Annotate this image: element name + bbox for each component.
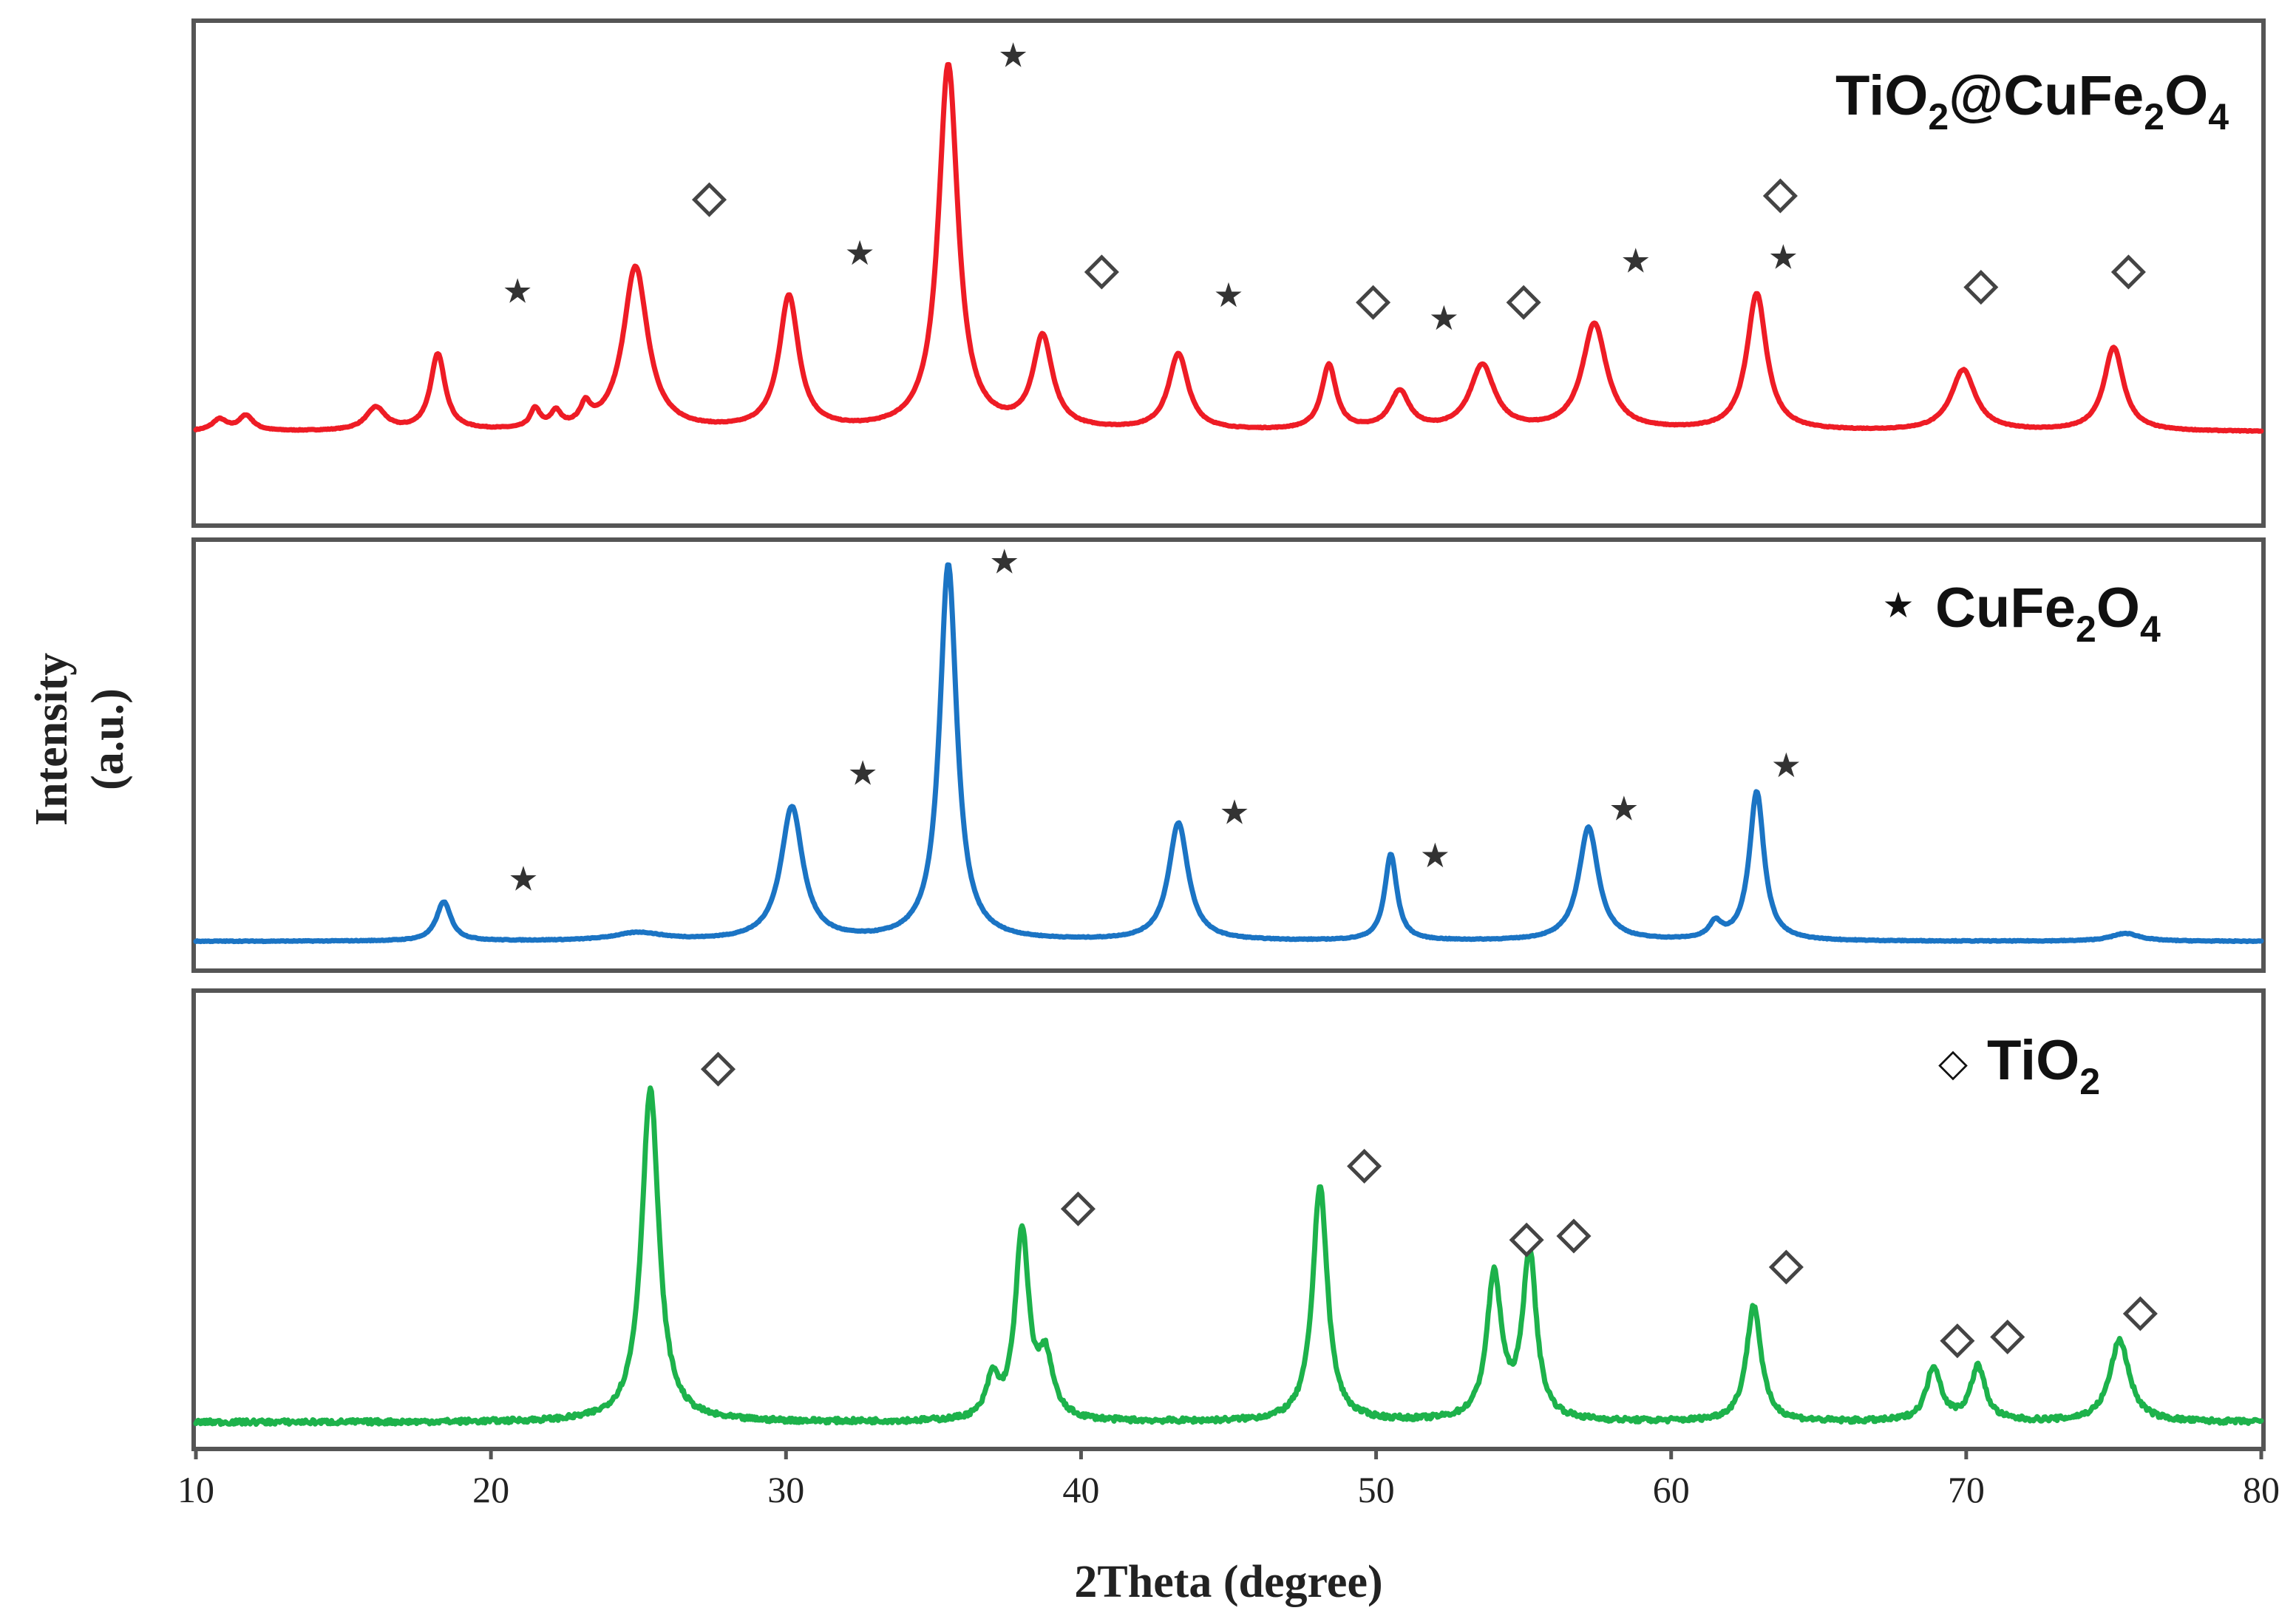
x-tick-label: 10	[177, 1469, 214, 1510]
diamond-marker	[1556, 1218, 1592, 1254]
x-tick-label: 50	[1358, 1469, 1395, 1510]
star-marker: ★	[989, 541, 1019, 581]
x-axis-title: 2Theta (degree)	[1074, 1557, 1382, 1607]
y-axis-title-line1: Intensity	[27, 653, 77, 826]
diamond-marker	[2110, 254, 2146, 290]
panel-frame-cufe2o4	[191, 537, 2266, 973]
series-line-cufe2o4	[193, 562, 2264, 945]
star-marker: ★	[508, 859, 538, 899]
star-marker: ★	[1213, 275, 1243, 315]
diamond-marker	[1347, 1148, 1382, 1184]
star-marker: ★	[1609, 788, 1639, 828]
star-marker: ★	[1219, 792, 1249, 832]
x-tick-label: 60	[1653, 1469, 1690, 1510]
legend-star-symbol: ★	[1882, 586, 1914, 625]
diamond-marker	[1084, 254, 1119, 290]
diamond-marker	[1506, 285, 1541, 320]
x-tick-label: 20	[472, 1469, 509, 1510]
series-line-tio2	[193, 1085, 2264, 1428]
legend-star-label: CuFe2O4	[1935, 577, 2161, 650]
x-tick-label: 80	[2243, 1469, 2280, 1510]
legend-diamond-symbol: ◇	[1938, 1042, 1968, 1085]
diamond-marker	[1768, 1249, 1804, 1285]
panel-frame-composite	[191, 18, 2266, 528]
diamond-marker	[1762, 178, 1798, 214]
diamond-marker	[1940, 1323, 1975, 1359]
diamond-marker	[1060, 1191, 1096, 1226]
diamond-marker	[1990, 1319, 2025, 1355]
panel-frame-tio2	[191, 988, 2266, 1451]
y-axis-title: Intensity (a.u.)	[27, 653, 133, 826]
star-marker: ★	[844, 233, 874, 273]
star-marker: ★	[1429, 298, 1459, 338]
legend-diamond-label: TiO2	[1987, 1029, 2100, 1102]
diamond-marker	[2122, 1296, 2158, 1331]
diamond-marker	[691, 182, 727, 217]
x-tick-label: 40	[1062, 1469, 1099, 1510]
phase-markers: ★ ★ ★ ★ ★ ★ ★ ★ ★ ★ ★ ★ ★ ★	[502, 35, 2158, 1359]
y-axis-title-line2: (a.u.)	[83, 688, 133, 790]
star-marker: ★	[998, 35, 1028, 75]
star-marker: ★	[847, 753, 877, 793]
series-line-tio2-cufe2o4	[193, 61, 2264, 434]
star-marker: ★	[1771, 745, 1801, 785]
x-axis: 10 20 30 40 50 60 70 80	[177, 1449, 2280, 1510]
x-tick-label: 70	[1948, 1469, 1985, 1510]
x-tick-label: 30	[767, 1469, 804, 1510]
star-marker: ★	[1768, 237, 1799, 276]
diamond-marker	[700, 1051, 736, 1087]
diamond-marker	[1963, 270, 1999, 305]
star-marker: ★	[1420, 835, 1450, 875]
diamond-marker	[1509, 1222, 1544, 1257]
diamond-marker	[1356, 285, 1391, 320]
panel-label-composite: TiO2@CuFe2O4	[1835, 64, 2229, 138]
star-marker: ★	[502, 271, 532, 311]
star-marker: ★	[1620, 241, 1651, 281]
